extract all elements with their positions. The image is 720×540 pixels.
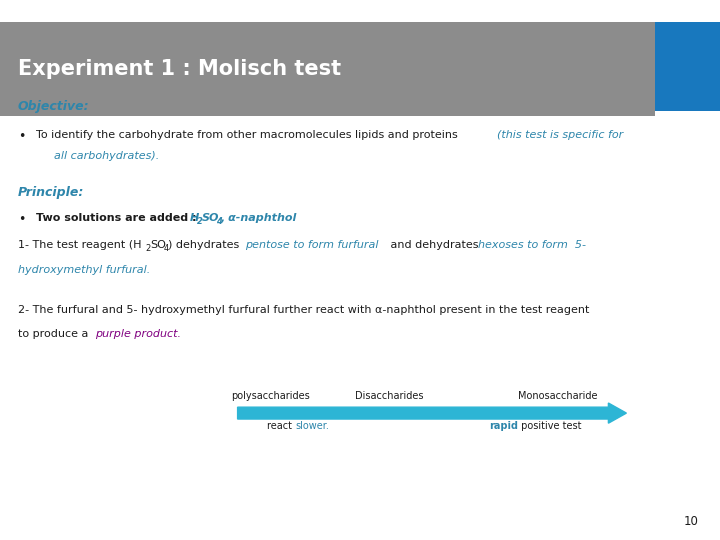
Text: 2: 2 xyxy=(145,244,150,253)
Text: Monosaccharide: Monosaccharide xyxy=(518,391,598,401)
Text: •: • xyxy=(18,130,25,143)
Text: hydroxymethyl furfural.: hydroxymethyl furfural. xyxy=(18,265,150,275)
Text: all carbohydrates).: all carbohydrates). xyxy=(54,151,159,161)
Text: SO: SO xyxy=(202,213,220,224)
Text: Objective:: Objective: xyxy=(18,100,89,113)
Text: , α-naphthol: , α-naphthol xyxy=(220,213,297,224)
Text: 2- The furfural and 5- hydroxymethyl furfural further react with α-naphthol pres: 2- The furfural and 5- hydroxymethyl fur… xyxy=(18,305,590,315)
Text: and dehydrates: and dehydrates xyxy=(387,240,482,251)
Text: purple product.: purple product. xyxy=(95,329,181,340)
Text: 4: 4 xyxy=(216,217,222,226)
Text: Principle:: Principle: xyxy=(18,186,84,199)
Text: to produce a: to produce a xyxy=(18,329,92,340)
Bar xyxy=(0,22,655,116)
Text: •: • xyxy=(18,213,25,226)
Text: H: H xyxy=(189,213,199,224)
Bar xyxy=(0,0,720,22)
Text: 1- The test reagent (H: 1- The test reagent (H xyxy=(18,240,142,251)
Text: ) dehydrates: ) dehydrates xyxy=(168,240,243,251)
Text: (this test is specific for: (this test is specific for xyxy=(497,130,623,140)
Text: SO: SO xyxy=(150,240,166,251)
Text: Disaccharides: Disaccharides xyxy=(354,391,423,401)
Text: slower.: slower. xyxy=(295,421,329,431)
Bar xyxy=(655,22,720,111)
Text: 2: 2 xyxy=(197,217,203,226)
FancyArrow shape xyxy=(238,403,626,423)
Text: rapid: rapid xyxy=(490,421,518,431)
Text: 4: 4 xyxy=(163,244,168,253)
Text: react: react xyxy=(267,421,295,431)
Text: To identify the carbohydrate from other macromolecules lipids and proteins: To identify the carbohydrate from other … xyxy=(36,130,462,140)
Text: Two solutions are added :: Two solutions are added : xyxy=(36,213,200,224)
Text: positive test: positive test xyxy=(518,421,582,431)
Text: polysaccharides: polysaccharides xyxy=(230,391,310,401)
Text: hexoses to form  5-: hexoses to form 5- xyxy=(478,240,586,251)
Text: Experiment 1 : Molisch test: Experiment 1 : Molisch test xyxy=(18,59,341,79)
Text: pentose to form furfural: pentose to form furfural xyxy=(245,240,378,251)
Text: 10: 10 xyxy=(683,515,698,528)
